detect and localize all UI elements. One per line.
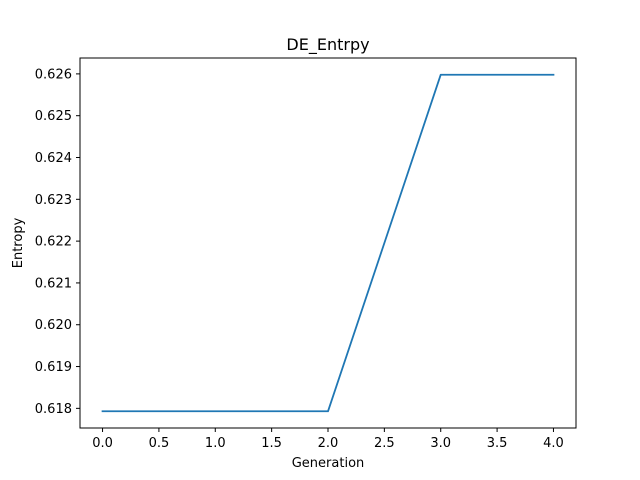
x-tick-label: 0.0 xyxy=(92,436,113,451)
x-tick-label: 4.0 xyxy=(543,436,564,451)
y-tick-label: 0.624 xyxy=(35,151,72,166)
plot-frame xyxy=(79,57,577,429)
series-line-0 xyxy=(101,73,555,413)
y-tick-label: 0.621 xyxy=(35,276,72,291)
y-tick-label: 0.618 xyxy=(35,402,72,417)
series-layer xyxy=(101,73,555,413)
y-tick-label: 0.625 xyxy=(35,109,72,124)
y-tick-label: 0.622 xyxy=(35,235,72,250)
chart-title: DE_Entrpy xyxy=(286,35,369,55)
x-tick-label: 3.0 xyxy=(430,436,451,451)
y-tick-label: 0.620 xyxy=(35,318,72,333)
ticks-layer: 0.0 0.5 1.0 1.5 2.0 2.5 3.0 3.5 4.0 0.618 0.619 0.6… xyxy=(35,67,564,451)
x-tick-label: 2.5 xyxy=(374,436,395,451)
x-tick-label: 2.0 xyxy=(318,436,339,451)
y-axis-label: Entropy xyxy=(11,217,26,268)
y-tick-label: 0.623 xyxy=(35,193,72,208)
x-tick-label: 3.5 xyxy=(487,436,508,451)
x-tick-label: 0.5 xyxy=(149,436,170,451)
y-tick-label: 0.619 xyxy=(35,360,72,375)
x-tick-label: 1.0 xyxy=(205,436,226,451)
x-axis-label: Generation xyxy=(292,456,365,471)
x-tick-label: 1.5 xyxy=(261,436,282,451)
y-tick-label: 0.626 xyxy=(35,67,72,82)
